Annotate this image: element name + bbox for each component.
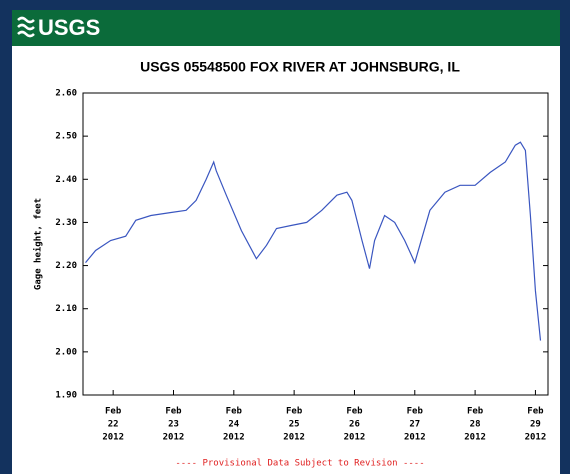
chart-title: USGS 05548500 FOX RIVER AT JOHNSBURG, IL <box>140 59 460 75</box>
x-tick-label: 24 <box>228 420 239 430</box>
x-tick-label: Feb <box>226 407 243 417</box>
header-band <box>12 10 560 46</box>
y-tick-label: 2.60 <box>55 89 77 99</box>
x-tick-label: 2012 <box>223 433 245 443</box>
x-tick-label: 27 <box>409 420 420 430</box>
x-tick-label: Feb <box>286 407 303 417</box>
x-tick-label: Feb <box>407 407 424 417</box>
logo-mark <box>17 16 35 38</box>
x-tick-label: Feb <box>105 407 122 417</box>
panel <box>12 46 560 474</box>
y-tick-label: 2.30 <box>55 218 77 228</box>
plot-border <box>82 92 549 396</box>
x-tick-label: 2012 <box>102 433 124 443</box>
x-tick-label: Feb <box>165 407 182 417</box>
y-tick-label: 2.00 <box>55 347 77 357</box>
x-tick-label: 22 <box>108 420 119 430</box>
footnote: ---- Provisional Data Subject to Revisio… <box>175 459 424 469</box>
x-tick-label: 2012 <box>344 433 366 443</box>
x-tick-label: 28 <box>470 420 481 430</box>
y-tick-label: 2.10 <box>55 304 77 314</box>
x-tick-label: 2012 <box>404 433 426 443</box>
x-tick-label: 2012 <box>283 433 305 443</box>
y-tick-label: 2.20 <box>55 261 77 271</box>
y-tick-label: 1.90 <box>55 391 77 401</box>
logo-text: USGS <box>38 15 100 40</box>
y-tick-label: 2.50 <box>55 132 77 142</box>
x-tick-label: Feb <box>467 407 484 417</box>
x-tick-label: Feb <box>527 407 544 417</box>
x-tick-label: 2012 <box>464 433 486 443</box>
y-axis-label: Gage height, feet <box>33 198 44 290</box>
y-tick-label: 2.40 <box>55 175 77 185</box>
data-line <box>85 141 542 341</box>
x-tick-label: 2012 <box>163 433 185 443</box>
x-tick-label: 26 <box>349 420 360 430</box>
x-tick-label: 2012 <box>525 433 547 443</box>
x-tick-label: 29 <box>530 420 541 430</box>
x-tick-label: 25 <box>289 420 300 430</box>
x-tick-label: 23 <box>168 420 179 430</box>
x-tick-label: Feb <box>346 407 363 417</box>
